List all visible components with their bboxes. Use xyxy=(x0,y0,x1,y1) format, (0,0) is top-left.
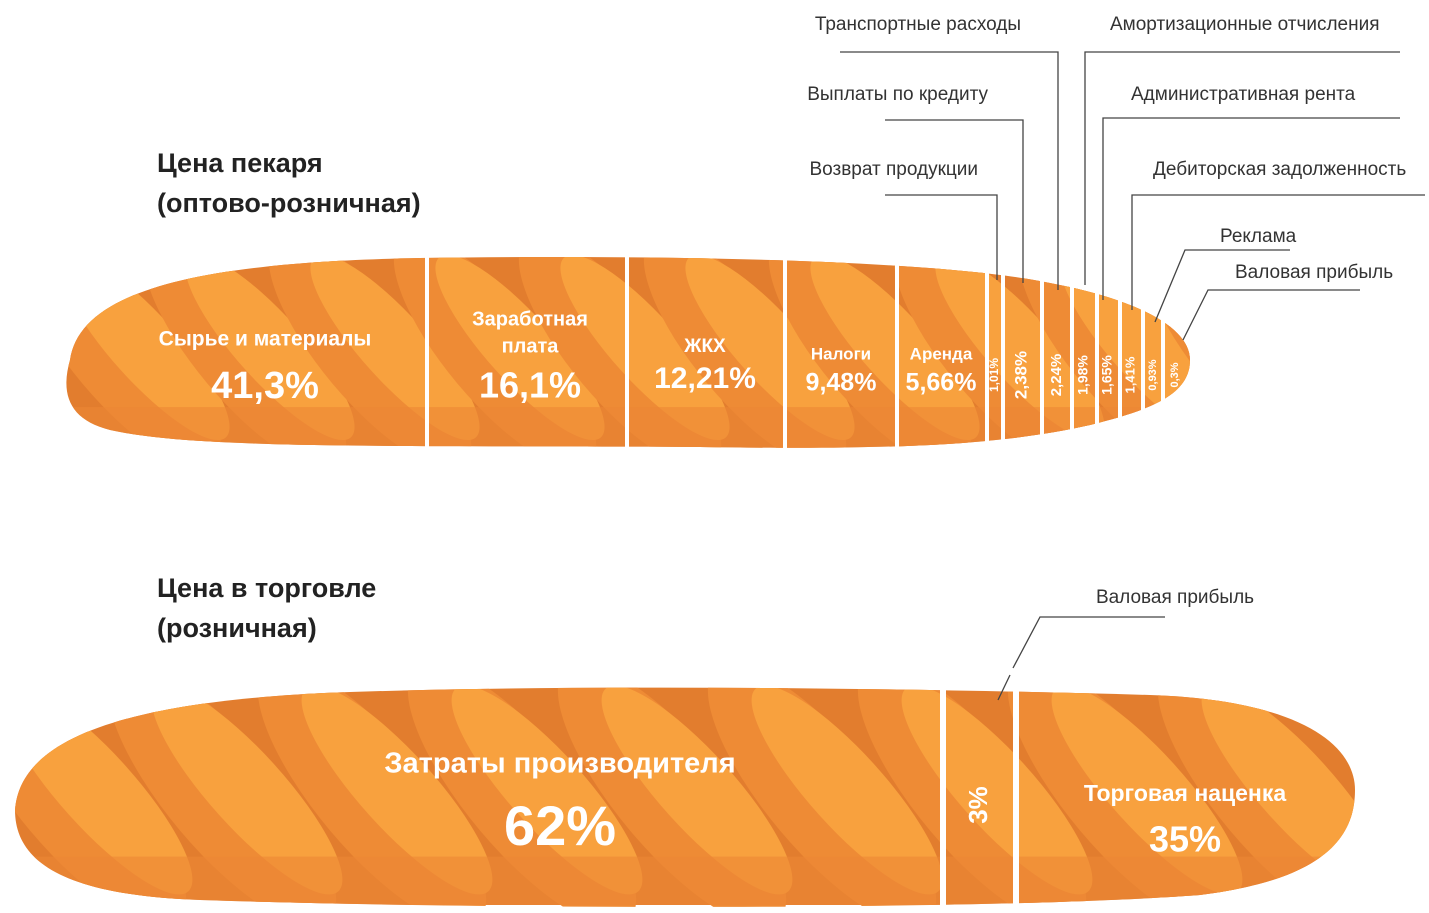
crust-cut xyxy=(310,257,480,441)
crust-cut xyxy=(151,687,343,895)
segment-label: Затраты производителя xyxy=(384,748,735,780)
callout-label: Транспортные расходы xyxy=(815,14,1021,35)
leader-line xyxy=(1102,117,1400,300)
segment-label: Аренда xyxy=(910,344,973,363)
crust-cut xyxy=(1051,687,1243,895)
crust-cut xyxy=(560,257,730,441)
segment-value: 35% xyxy=(1149,819,1221,860)
crust-cut xyxy=(901,687,1093,895)
callout-label: Валовая прибыль xyxy=(1096,587,1254,608)
segment-divider xyxy=(783,253,787,452)
leader-line xyxy=(1131,194,1425,310)
segment-value: 16,1% xyxy=(479,365,581,406)
segment-value: 0,93% xyxy=(1147,359,1159,390)
segment-divider xyxy=(1070,253,1074,452)
segment-divider xyxy=(1141,253,1145,452)
loaf-bottom xyxy=(15,856,1355,905)
segment-value: 9,48% xyxy=(806,369,877,397)
leader-line xyxy=(840,51,1059,290)
segment-divider xyxy=(895,253,899,452)
callout-label: Амортизационные отчисления xyxy=(1110,14,1380,35)
leader-line xyxy=(1012,616,1165,669)
callout-label: Административная рента xyxy=(1131,84,1356,105)
segment-divider xyxy=(1161,253,1165,452)
segment-label: Заработная xyxy=(472,308,588,330)
leader-line xyxy=(885,119,1024,283)
segment-value: 2,24% xyxy=(1048,354,1065,397)
section-subtitle: (оптово-розничная) xyxy=(157,188,421,218)
section-title: Цена пекаря xyxy=(157,148,323,178)
segment-value: 1,41% xyxy=(1122,356,1137,393)
segment-divider xyxy=(1118,253,1122,452)
callout-label: Реклама xyxy=(1220,226,1297,247)
segment-divider xyxy=(1013,680,1019,913)
segment-label: Торговая наценка xyxy=(1084,780,1286,806)
callout-label: Возврат продукции xyxy=(809,159,978,180)
segment-divider xyxy=(940,680,946,913)
segment-divider xyxy=(985,253,989,452)
callout-label: Выплаты по кредиту xyxy=(807,84,988,105)
crust-cut xyxy=(185,257,355,441)
leader-line xyxy=(1084,51,1400,285)
segment-label: ЖКХ xyxy=(683,336,726,357)
segment-value: 1,01% xyxy=(987,358,1001,392)
segment-divider xyxy=(1095,253,1099,452)
segment-value: 2,38% xyxy=(1011,351,1030,399)
crust-cut xyxy=(301,687,493,895)
segment-value: 1,65% xyxy=(1099,355,1115,395)
segment-divider xyxy=(425,253,429,452)
segment-label: Налоги xyxy=(811,344,871,363)
leader-line xyxy=(1154,249,1290,323)
section-subtitle: (розничная) xyxy=(157,613,317,643)
segment-label: плата xyxy=(502,335,560,357)
segment-value: 1,98% xyxy=(1075,355,1091,395)
segment-value: 5,66% xyxy=(906,369,977,397)
leader-line xyxy=(885,194,998,280)
segment-divider xyxy=(1040,253,1044,452)
crust-cut xyxy=(935,257,1105,441)
leader-line xyxy=(997,674,1011,701)
segment-divider xyxy=(1001,253,1005,452)
crust-cut xyxy=(451,687,643,895)
segment-divider xyxy=(625,253,629,452)
leader-line xyxy=(1182,289,1360,341)
crust-cut xyxy=(601,687,793,895)
loaf xyxy=(15,687,1355,907)
callout-label: Валовая прибыль xyxy=(1235,262,1393,283)
section-title: Цена в торговле xyxy=(157,573,376,603)
crust-cut xyxy=(751,687,943,895)
callout-label: Дебиторская задолженность xyxy=(1153,159,1406,180)
segment-value: 41,3% xyxy=(211,365,319,407)
crust-cut xyxy=(685,257,855,441)
segment-value: 0,3% xyxy=(1169,362,1181,387)
segment-value: 62% xyxy=(504,794,616,857)
crust-cut xyxy=(435,257,605,441)
segment-value: 3% xyxy=(963,786,993,824)
segment-value: 12,21% xyxy=(654,362,756,395)
segment-label: Сырье и материалы xyxy=(159,328,372,351)
